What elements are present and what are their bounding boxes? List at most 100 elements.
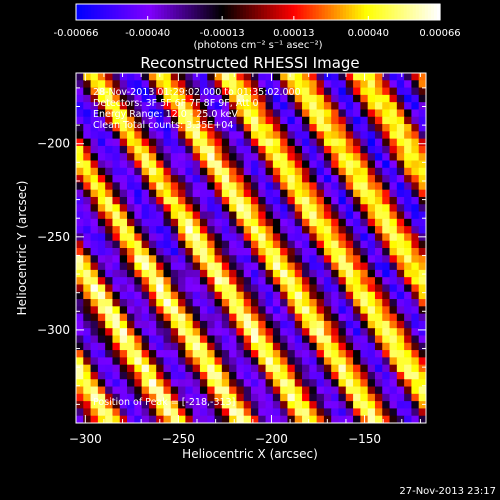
heatmap-cell [90, 73, 99, 81]
heatmap-cell [236, 342, 245, 351]
heatmap-cell [207, 109, 216, 118]
heatmap-cell [178, 196, 186, 205]
heatmap-cell [163, 94, 172, 103]
heatmap-cell [251, 87, 259, 96]
heatmap-cell [199, 160, 208, 169]
heatmap-cell [97, 145, 106, 154]
heatmap-cell [170, 299, 179, 307]
heatmap-cell [309, 371, 318, 380]
heatmap-cell [119, 357, 128, 366]
heatmap-cell [112, 415, 121, 423]
heatmap-cell [411, 233, 420, 242]
colorbar-segment [297, 4, 302, 20]
heatmap-cell [185, 306, 194, 315]
heatmap-cell [418, 415, 426, 423]
heatmap-cell [382, 226, 391, 234]
heatmap-cell [396, 218, 405, 227]
heatmap-cell [367, 371, 376, 380]
heatmap-cell [134, 299, 143, 307]
heatmap-cell [170, 277, 179, 285]
colorbar-tick-label: 0.00066 [419, 28, 460, 39]
heatmap-cell [90, 175, 99, 183]
heatmap-cell [404, 248, 412, 256]
heatmap-cell [294, 196, 303, 205]
heatmap-cell [105, 145, 113, 154]
heatmap-cell [331, 145, 339, 154]
heatmap-cell [280, 73, 288, 81]
heatmap-cell [105, 379, 113, 388]
heatmap-cell [309, 408, 318, 417]
heatmap-cell [287, 269, 296, 278]
heatmap-cell [90, 313, 99, 322]
heatmap-cell [229, 255, 237, 264]
heatmap-cell [134, 145, 143, 154]
heatmap-cell [396, 226, 405, 234]
heatmap-cell [331, 80, 339, 89]
heatmap-cell [134, 131, 143, 140]
heatmap-cell [163, 299, 172, 307]
heatmap-cell [323, 306, 332, 315]
heatmap-cell [156, 248, 164, 256]
heatmap-cell [214, 80, 223, 89]
heatmap-cell [119, 204, 128, 213]
heatmap-cell [404, 277, 412, 285]
heatmap-cell [309, 160, 318, 169]
heatmap-cell [411, 350, 420, 358]
heatmap-cell [83, 313, 92, 322]
heatmap-cell [396, 204, 405, 213]
heatmap-cell [163, 364, 172, 373]
heatmap-cell [97, 371, 106, 380]
heatmap-cell [83, 284, 92, 293]
heatmap-cell [258, 116, 267, 125]
heatmap-cell [374, 87, 383, 96]
heatmap-cell [178, 269, 186, 278]
heatmap-cell [309, 284, 318, 293]
heatmap-cell [396, 379, 405, 388]
heatmap-cell [90, 320, 99, 329]
heatmap-cell [338, 189, 347, 198]
heatmap-cell [112, 320, 121, 329]
heatmap-cell [411, 124, 420, 132]
heatmap-cell [83, 116, 92, 125]
heatmap-cell [338, 131, 347, 140]
heatmap-cell [396, 342, 405, 351]
heatmap-cell [396, 269, 405, 278]
heatmap-cell [345, 277, 354, 285]
heatmap-cell [170, 131, 179, 140]
heatmap-cell [258, 138, 267, 147]
heatmap-cell [141, 80, 150, 89]
heatmap-cell [97, 269, 106, 278]
heatmap-cell [338, 124, 347, 132]
heatmap-cell [192, 240, 201, 249]
heatmap-cell [396, 371, 405, 380]
heatmap-cell [382, 167, 391, 176]
heatmap-cell [345, 320, 354, 329]
heatmap-cell [156, 226, 164, 234]
heatmap-cell [134, 248, 143, 256]
colorbar-segment [191, 4, 195, 20]
heatmap-cell [411, 401, 420, 409]
heatmap-cell [353, 189, 361, 198]
heatmap-cell [170, 386, 179, 395]
heatmap-cell [396, 233, 405, 242]
heatmap-cell [345, 248, 354, 256]
colorbar-segment [355, 4, 359, 20]
heatmap-cell [83, 138, 92, 147]
heatmap-cell [418, 204, 426, 213]
heatmap-cell [134, 167, 143, 176]
heatmap-cell [119, 196, 128, 205]
heatmap-cell [90, 342, 99, 351]
heatmap-cell [411, 379, 420, 388]
heatmap-cell [207, 116, 216, 125]
heatmap-cell [418, 240, 426, 249]
heatmap-cell [360, 204, 369, 213]
heatmap-cell [418, 255, 426, 264]
heatmap-cell [316, 116, 325, 125]
heatmap-cell [389, 299, 398, 307]
heatmap-cell [105, 262, 113, 271]
heatmap-cell [236, 131, 245, 140]
heatmap-cell [83, 233, 92, 242]
colorbar-segment [330, 4, 335, 20]
heatmap-cell [338, 342, 347, 351]
heatmap-cell [280, 138, 288, 147]
